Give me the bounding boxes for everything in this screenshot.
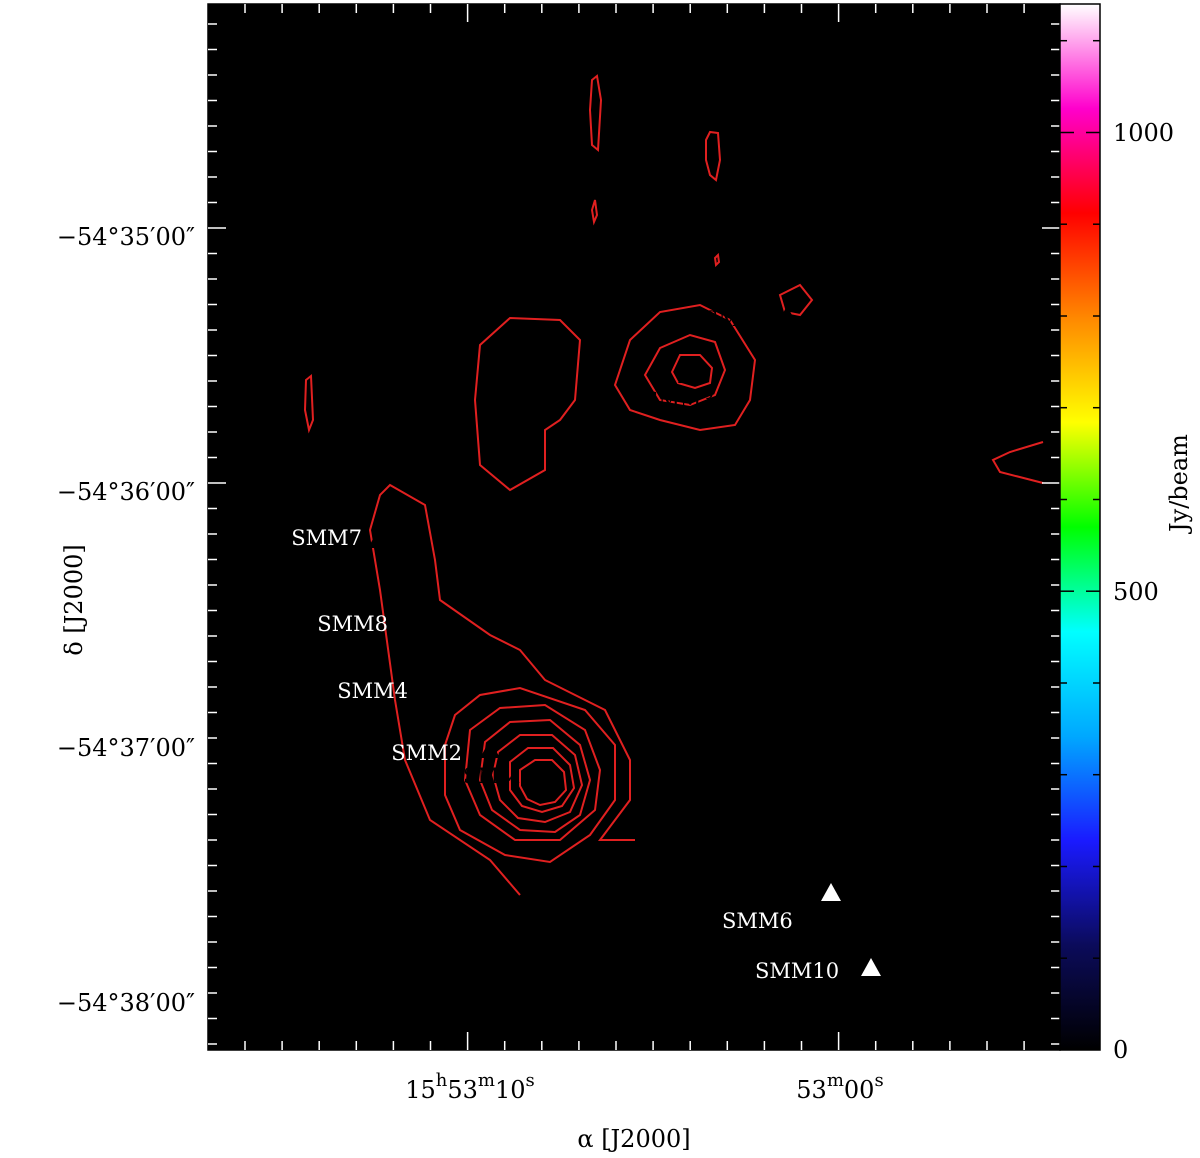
source-marker — [704, 212, 724, 230]
source-label: SMM6 — [722, 909, 793, 933]
source-marker — [678, 365, 698, 383]
contour-line — [588, 74, 603, 153]
colorbar-tick-label: 0 — [1113, 1036, 1128, 1064]
source-label: SMM1 — [463, 764, 534, 788]
source-marker — [821, 883, 841, 901]
source-label: SMM5 — [704, 307, 775, 331]
contour-line — [473, 316, 582, 492]
source-label: SMM3 — [644, 388, 715, 412]
contour-line — [303, 373, 315, 434]
colorbar: 0 500 1000 Jy/beam — [1059, 3, 1193, 1064]
heatmap-image — [208, 4, 1060, 1050]
colorbar-tick-label: 1000 — [1113, 119, 1174, 147]
contour-line — [991, 441, 1044, 484]
contour-line — [444, 686, 616, 864]
y-tick-labels: −54°35′00″ −54°36′00″ −54°37′00″ −54°38′… — [57, 223, 195, 1017]
source-label: SMM10 — [755, 959, 839, 983]
source-marker — [538, 762, 558, 780]
x-axis-label: α [J2000] — [577, 1125, 690, 1153]
contour-line — [463, 703, 602, 841]
source-marker — [398, 604, 418, 622]
source-label: SMM8 — [317, 612, 388, 636]
y-axis-label: δ [J2000] — [60, 544, 88, 656]
x-tick-label: 53m00s — [796, 1070, 883, 1104]
source-label: SMM9 — [632, 213, 703, 237]
source-marker — [861, 958, 881, 976]
contour-line — [590, 199, 599, 226]
contour-line — [368, 483, 635, 896]
source-label: SMM7 — [291, 526, 362, 550]
contour-line — [705, 130, 722, 182]
heatmap-background — [208, 4, 1060, 1050]
colorbar-tick-label: 500 — [1113, 578, 1159, 606]
source-marker — [480, 740, 500, 758]
contour-line — [491, 734, 584, 824]
contour-line — [713, 252, 721, 268]
source-marker — [428, 680, 448, 698]
source-marker — [368, 530, 388, 548]
y-tick-label: −54°37′00″ — [57, 734, 195, 762]
x-tick-label: 15h53m10s — [405, 1070, 535, 1104]
y-tick-label: −54°35′00″ — [57, 223, 195, 251]
contour-line — [613, 303, 757, 432]
y-tick-label: −54°36′00″ — [57, 478, 195, 506]
colorbar-frame — [1059, 3, 1101, 1051]
contour-line — [643, 333, 727, 407]
axes — [207, 3, 1061, 1051]
contour-line — [670, 354, 714, 390]
contour-line — [509, 747, 576, 814]
source-label: SMM4 — [337, 679, 408, 703]
contour-line — [519, 759, 568, 807]
colorbar-gradient — [1060, 4, 1100, 1050]
contour-line — [478, 718, 592, 834]
contour-line — [778, 283, 814, 317]
x-tick-labels: 15h53m10s 53m00s — [405, 1070, 883, 1104]
y-tick-label: −54°38′00″ — [57, 989, 195, 1017]
contour-lines — [303, 74, 1044, 896]
source-marker — [777, 306, 797, 324]
colorbar-label: Jy/beam — [1165, 434, 1193, 535]
source-label: SMM2 — [391, 741, 462, 765]
